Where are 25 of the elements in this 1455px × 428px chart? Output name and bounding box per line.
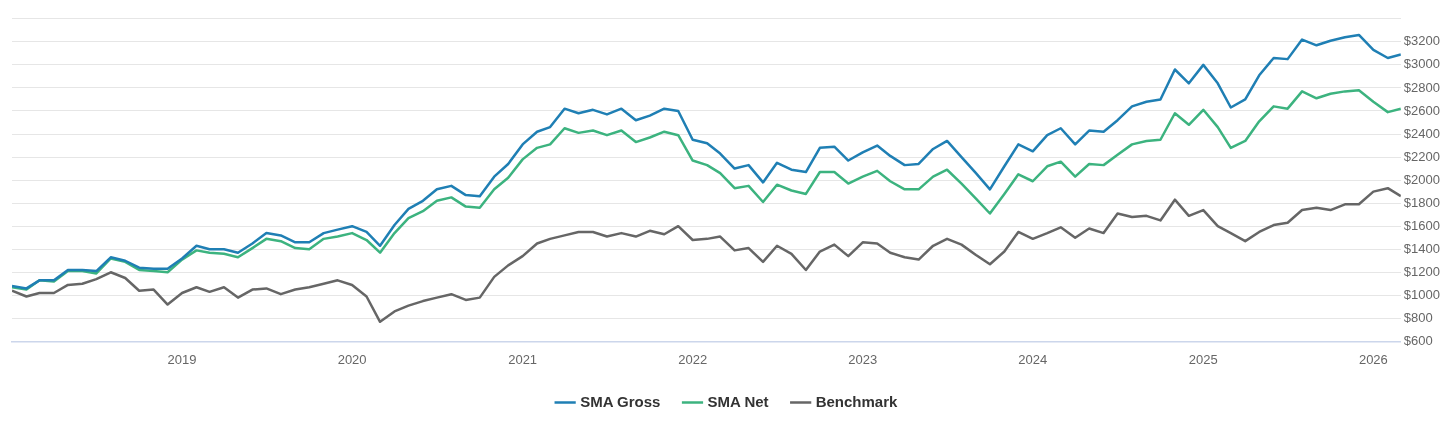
y-tick-label: $3200 xyxy=(1403,33,1441,49)
x-tick-label: 2019 xyxy=(167,351,197,367)
x-tick-label: 2020 xyxy=(337,351,367,367)
y-tick-label: $1800 xyxy=(1403,194,1441,210)
y-tick-label: $1400 xyxy=(1403,240,1441,256)
y-tick-label: $1200 xyxy=(1403,263,1441,279)
legend-label: SMA Net xyxy=(707,392,769,410)
x-tick-label: 2021 xyxy=(508,351,538,367)
y-tick-label: $2200 xyxy=(1403,148,1441,164)
y-tick-label: $600 xyxy=(1403,332,1433,348)
y-tick-label: $3000 xyxy=(1403,56,1441,72)
x-tick-label: 2023 xyxy=(848,351,878,367)
y-tick-label: $1600 xyxy=(1403,217,1441,233)
x-tick-label: 2025 xyxy=(1188,351,1218,367)
x-tick-label: 2024 xyxy=(1018,351,1048,367)
y-tick-label: $2800 xyxy=(1403,79,1441,95)
y-tick-label: $1000 xyxy=(1403,286,1441,302)
y-tick-label: $2000 xyxy=(1403,171,1441,187)
y-tick-label: $800 xyxy=(1403,309,1433,325)
legend-label: SMA Gross xyxy=(580,392,661,410)
legend-label: Benchmark xyxy=(815,392,899,410)
y-tick-label: $2600 xyxy=(1403,102,1441,118)
x-tick-label: 2022 xyxy=(678,351,708,367)
x-tick-label: 2026 xyxy=(1358,351,1388,367)
y-tick-label: $2400 xyxy=(1403,125,1441,141)
